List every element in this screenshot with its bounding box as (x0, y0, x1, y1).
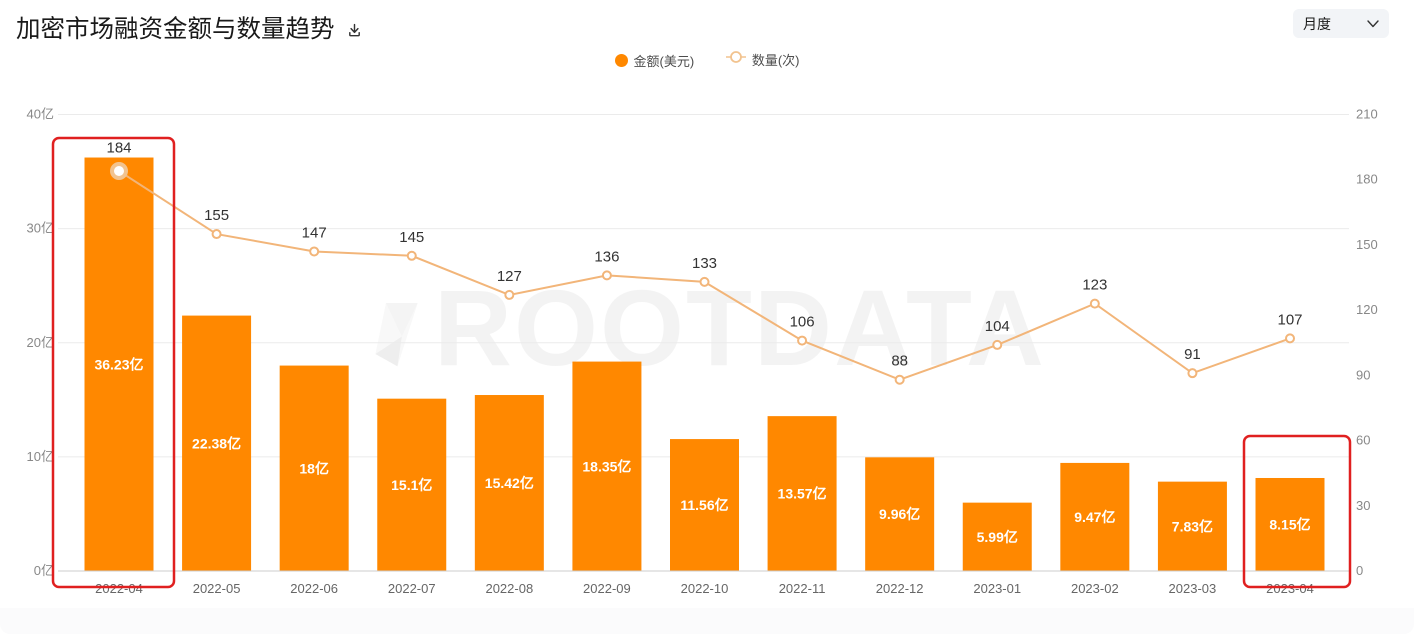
svg-text:8.15亿: 8.15亿 (1269, 516, 1310, 532)
svg-text:15.1亿: 15.1亿 (391, 477, 432, 493)
svg-text:9.96亿: 9.96亿 (879, 506, 920, 522)
svg-text:133: 133 (692, 255, 717, 272)
svg-text:120: 120 (1356, 302, 1378, 317)
svg-text:210: 210 (1356, 107, 1378, 122)
svg-text:30: 30 (1356, 498, 1370, 513)
svg-text:150: 150 (1356, 237, 1378, 252)
svg-text:104: 104 (985, 318, 1010, 335)
svg-text:184: 184 (106, 140, 131, 157)
svg-text:2022-08: 2022-08 (485, 581, 533, 596)
svg-text:107: 107 (1277, 311, 1302, 328)
svg-text:2023-02: 2023-02 (1071, 581, 1119, 596)
svg-text:5.99亿: 5.99亿 (977, 529, 1018, 545)
svg-text:2022-06: 2022-06 (290, 581, 338, 596)
svg-text:40亿: 40亿 (27, 107, 54, 122)
svg-text:2022-09: 2022-09 (583, 581, 631, 596)
svg-text:2023-04: 2023-04 (1266, 581, 1314, 596)
svg-text:91: 91 (1184, 346, 1201, 363)
svg-text:7.83亿: 7.83亿 (1172, 518, 1213, 534)
svg-text:180: 180 (1356, 172, 1378, 187)
svg-text:127: 127 (497, 268, 522, 285)
svg-text:2022-07: 2022-07 (388, 581, 436, 596)
svg-text:123: 123 (1082, 277, 1107, 294)
svg-text:60: 60 (1356, 433, 1370, 448)
svg-text:90: 90 (1356, 367, 1370, 382)
svg-text:11.56亿: 11.56亿 (680, 497, 728, 513)
svg-text:30亿: 30亿 (27, 221, 54, 236)
svg-text:2022-12: 2022-12 (876, 581, 924, 596)
svg-text:9.47亿: 9.47亿 (1074, 509, 1115, 525)
svg-text:2022-05: 2022-05 (193, 581, 241, 596)
svg-text:20亿: 20亿 (27, 335, 54, 350)
svg-text:106: 106 (790, 314, 815, 331)
svg-text:147: 147 (302, 224, 327, 241)
svg-text:22.38亿: 22.38亿 (192, 435, 241, 451)
svg-text:36.23亿: 36.23亿 (94, 356, 143, 372)
svg-text:136: 136 (594, 248, 619, 265)
svg-text:0亿: 0亿 (34, 563, 54, 578)
svg-text:2022-11: 2022-11 (779, 581, 826, 596)
svg-text:145: 145 (399, 229, 424, 246)
svg-text:13.57亿: 13.57亿 (778, 486, 827, 502)
svg-text:18.35亿: 18.35亿 (582, 458, 631, 474)
svg-text:2022-04: 2022-04 (95, 581, 143, 596)
svg-text:2023-03: 2023-03 (1169, 581, 1217, 596)
svg-text:2022-10: 2022-10 (681, 581, 729, 596)
svg-text:10亿: 10亿 (27, 449, 54, 464)
svg-text:15.42亿: 15.42亿 (485, 475, 534, 491)
svg-text:88: 88 (891, 353, 908, 370)
svg-text:ROOTDATA: ROOTDATA (434, 267, 1046, 388)
svg-text:155: 155 (204, 207, 229, 224)
svg-text:0: 0 (1356, 563, 1363, 578)
svg-text:18亿: 18亿 (299, 460, 329, 476)
svg-text:2023-01: 2023-01 (973, 581, 1021, 596)
